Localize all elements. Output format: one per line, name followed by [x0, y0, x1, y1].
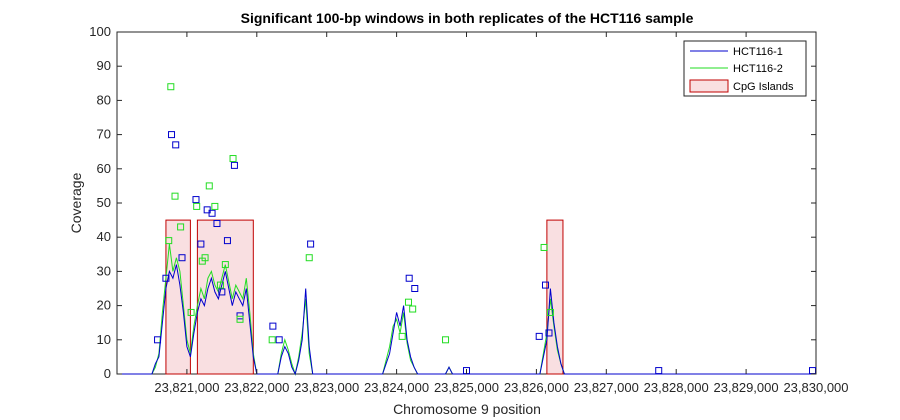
marker-hct116-2-11 [216, 281, 224, 289]
y-tick-label: 10 [97, 332, 111, 347]
marker-hct116-2-6 [193, 202, 201, 210]
x-tick-label: 23,828,000 [644, 380, 709, 395]
x-tick-label: 23,830,000 [783, 380, 848, 395]
marker-hct116-2-10 [211, 202, 219, 210]
marker-hct116-2-16 [305, 254, 313, 262]
x-tick-label: 23,825,000 [434, 380, 499, 395]
cpg-islands [165, 219, 564, 375]
marker-hct116-2-14 [236, 315, 244, 323]
marker-hct116-2-21 [540, 243, 548, 251]
y-tick-label: 30 [97, 263, 111, 278]
y-tick-label: 70 [97, 127, 111, 142]
marker-hct116-1-10 [213, 220, 221, 228]
marker-hct116-2-19 [409, 305, 417, 313]
marker-hct116-1-17 [307, 240, 315, 248]
x-tick-label: 23,823,000 [294, 380, 359, 395]
marker-hct116-1-11 [218, 288, 226, 296]
y-tick-label: 100 [89, 24, 111, 39]
marker-hct116-2-3 [171, 192, 179, 200]
marker-hct116-2-2 [167, 83, 175, 91]
y-tick-label: 60 [97, 161, 111, 176]
marker-hct116-1-9 [208, 209, 216, 217]
cpg-island-2 [196, 219, 254, 375]
y-tick-label: 40 [97, 229, 111, 244]
marker-hct116-1-22 [541, 281, 549, 289]
marker-hct116-1-19 [411, 285, 419, 292]
marker-hct116-1-23 [545, 329, 553, 337]
marker-hct116-1-3 [168, 131, 176, 139]
marker-hct116-1-16 [275, 336, 283, 344]
marker-hct116-1-2 [162, 274, 170, 282]
legend-label-hct116-2: HCT116-2 [733, 63, 783, 75]
marker-hct116-2-13 [229, 155, 237, 163]
x-tick-label: 23,827,000 [574, 380, 639, 395]
y-tick-label: 0 [104, 366, 111, 381]
x-tick-label: 23,826,000 [504, 380, 569, 395]
series-markers [154, 83, 817, 375]
x-axis-label: Chromosome 9 position [393, 401, 541, 417]
y-axis: 0 10 20 30 40 50 60 70 80 90 100 [89, 24, 816, 381]
marker-hct116-1-1 [154, 336, 162, 344]
marker-hct116-2-12 [221, 261, 229, 269]
marker-hct116-1-18 [405, 274, 413, 282]
marker-hct116-2-8 [201, 254, 209, 262]
x-axis: 23,821,000 23,822,000 23,823,000 23,824,000… [154, 32, 849, 395]
marker-hct116-1-24 [655, 367, 663, 375]
marker-hct116-2-22 [546, 308, 554, 316]
x-tick-label: 23,822,000 [224, 380, 289, 395]
series-lines [117, 243, 816, 376]
y-tick-label: 80 [97, 92, 111, 107]
legend-label-hct116-1: HCT116-1 [733, 46, 783, 58]
legend: HCT116-1 HCT116-2 CpG Islands [683, 40, 807, 97]
y-tick-label: 90 [97, 58, 111, 73]
marker-hct116-1-13 [230, 161, 238, 169]
x-tick-label: 23,821,000 [154, 380, 219, 395]
marker-hct116-2-1 [165, 237, 173, 245]
marker-hct116-1-12 [223, 237, 231, 245]
marker-hct116-1-15 [269, 322, 277, 330]
x-tick-label: 23,824,000 [364, 380, 429, 395]
x-tick-label: 23,829,000 [714, 380, 779, 395]
marker-hct116-2-18 [404, 298, 412, 306]
marker-hct116-1-6 [192, 196, 200, 204]
marker-hct116-2-15 [268, 336, 276, 344]
cpg-island-3 [546, 219, 564, 375]
marker-hct116-2-17 [398, 332, 406, 340]
marker-hct116-2-4 [177, 223, 185, 231]
marker-hct116-2-9 [205, 182, 213, 190]
chart-title: Significant 100-bp windows in both repli… [241, 10, 694, 26]
marker-hct116-1-5 [178, 254, 186, 262]
y-axis-label: Coverage [68, 172, 84, 233]
legend-label-cpg-islands: CpG Islands [733, 81, 794, 93]
series-line-hct116-1 [117, 264, 816, 376]
y-tick-label: 50 [97, 195, 111, 210]
y-tick-label: 20 [97, 298, 111, 313]
marker-hct116-1-4 [172, 141, 180, 149]
marker-hct116-2-20 [442, 336, 450, 344]
marker-hct116-2-5 [187, 308, 195, 316]
marker-hct116-1-21 [535, 332, 543, 340]
cpg-island-1 [165, 219, 191, 375]
legend-swatch-cpg-islands [689, 79, 729, 93]
marker-hct116-1-7 [197, 240, 205, 248]
